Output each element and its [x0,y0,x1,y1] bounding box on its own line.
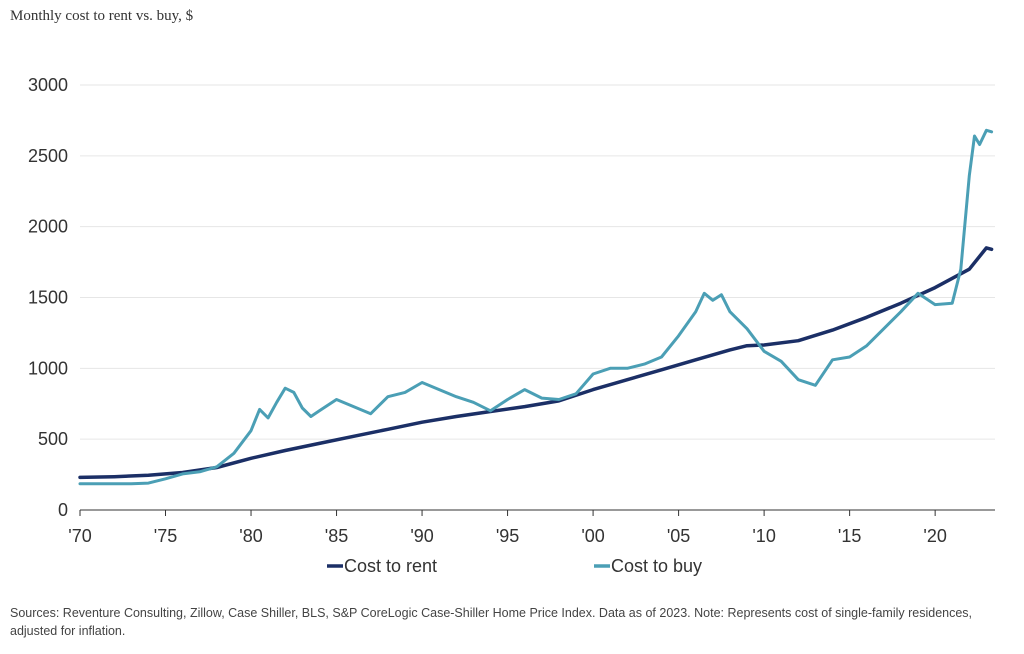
source-note: Sources: Reventure Consulting, Zillow, C… [10,606,973,638]
y-tick-label: 1000 [28,358,68,378]
grid-lines [80,84,995,440]
x-tick-label: '05 [667,526,690,546]
series-line-cost-to-buy [78,128,994,486]
legend: Cost to rent Cost to buy [327,556,702,576]
series-line-cost-to-rent [78,246,994,480]
chart-title: Monthly cost to rent vs. buy, $ [10,8,194,24]
x-tick-label: '85 [325,526,348,546]
x-tick-label: '00 [581,526,604,546]
y-tick-label: 500 [38,429,68,449]
x-tick-label: '20 [923,526,946,546]
line-chart: 0 500 1000 1500 2000 2500 3000 '70 '75 '80 '85 '90… [28,75,995,576]
x-axis: '70 '75 '80 '85 '90 '95 '00 '05 '10 '15 '20 [68,509,995,546]
x-tick-label: '90 [410,526,433,546]
y-tick-label: 2500 [28,146,68,166]
series-lines [78,128,994,486]
y-tick-label: 3000 [28,75,68,95]
legend-label: Cost to rent [344,556,437,576]
legend-label: Cost to buy [611,556,702,576]
x-tick-label: '70 [68,526,91,546]
x-tick-label: '95 [496,526,519,546]
x-tick-label: '10 [752,526,775,546]
x-tick-label: '75 [154,526,177,546]
y-tick-label: 0 [58,500,68,520]
y-tick-label: 2000 [28,217,68,237]
x-tick-label: '80 [239,526,262,546]
y-tick-label: 1500 [28,288,68,308]
x-tick-label: '15 [838,526,861,546]
y-axis-ticks: 0 500 1000 1500 2000 2500 3000 [28,75,68,520]
